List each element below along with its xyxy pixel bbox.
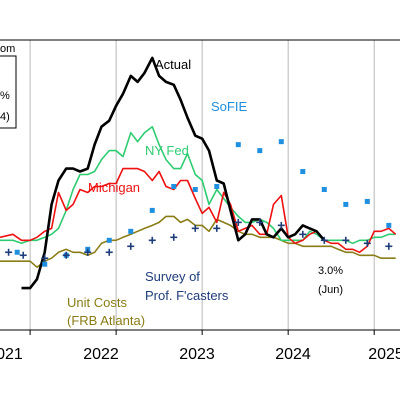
- survey-point-0: [5, 248, 13, 256]
- series-markers: [5, 139, 393, 267]
- survey-point-1: [19, 251, 27, 259]
- survey-point-18: [385, 242, 393, 250]
- survey-point-9: [191, 224, 199, 232]
- sofie-point-14: [321, 186, 327, 192]
- series-line-actual: [21, 56, 326, 290]
- legend-box: [0, 55, 17, 129]
- series-lines: [0, 56, 397, 290]
- sofie-point-15: [343, 201, 349, 207]
- sofie-point-10: [235, 142, 241, 148]
- label-sofie: SoFIE: [211, 99, 247, 114]
- legend-fragment-3: 4): [0, 111, 10, 123]
- series-line-michigan: [0, 167, 397, 254]
- sofie-point-4: [106, 237, 112, 243]
- survey-point-10: [213, 224, 221, 232]
- series-line-unit-costs: [0, 215, 396, 268]
- sofie-point-8: [192, 186, 198, 192]
- sofie-point-12: [278, 139, 284, 145]
- survey-point-15: [320, 236, 328, 244]
- sofie-point-5: [128, 228, 134, 234]
- label-michigan: Michigan: [88, 180, 140, 195]
- legend-fragment-1: om: [0, 43, 15, 55]
- survey-point-13: [277, 221, 285, 229]
- sofie-point-11: [257, 148, 263, 154]
- survey-point-3: [62, 251, 70, 259]
- label-unit-costs-line2: (FRB Atlanta): [67, 313, 145, 328]
- sofie-point-16: [364, 198, 370, 204]
- x-tick-label-2024: 2024: [275, 346, 311, 363]
- sofie-point-9: [214, 183, 220, 189]
- survey-point-16: [342, 236, 350, 244]
- label-end-value: 3.0%: [318, 265, 343, 277]
- survey-point-8: [170, 233, 178, 241]
- sofie-point-0: [14, 249, 20, 255]
- sofie-point-1: [42, 261, 48, 267]
- label-survey-line2: Prof. F'casters: [145, 288, 229, 303]
- sofie-point-7: [171, 183, 177, 189]
- series-line-ny-fed: [0, 125, 396, 245]
- label-unit-costs-line1: Unit Costs: [67, 295, 127, 310]
- label-end-date: (Jun): [318, 284, 343, 296]
- survey-point-12: [256, 218, 264, 226]
- x-tick-label-2022: 2022: [83, 346, 119, 363]
- x-tick-label-2021: 2021: [0, 346, 23, 363]
- survey-point-5: [105, 248, 113, 256]
- survey-point-6: [127, 242, 135, 250]
- label-survey-line1: Survey of: [145, 269, 200, 284]
- sofie-point-17: [386, 222, 392, 228]
- label-actual: Actual: [155, 57, 191, 72]
- legend-fragment-2: %: [0, 90, 10, 102]
- survey-point-2: [41, 254, 49, 262]
- sofie-point-6: [149, 207, 155, 213]
- x-tick-label-2023: 2023: [179, 346, 215, 363]
- survey-point-4: [84, 248, 92, 256]
- survey-point-7: [148, 236, 156, 244]
- survey-point-14: [299, 230, 307, 238]
- x-tick-label-2025: 2025: [368, 346, 400, 363]
- survey-point-11: [234, 218, 242, 226]
- label-ny-fed: NY Fed: [145, 143, 189, 158]
- sofie-point-13: [300, 169, 306, 175]
- survey-point-17: [363, 239, 371, 247]
- grid-lines: [29, 40, 375, 335]
